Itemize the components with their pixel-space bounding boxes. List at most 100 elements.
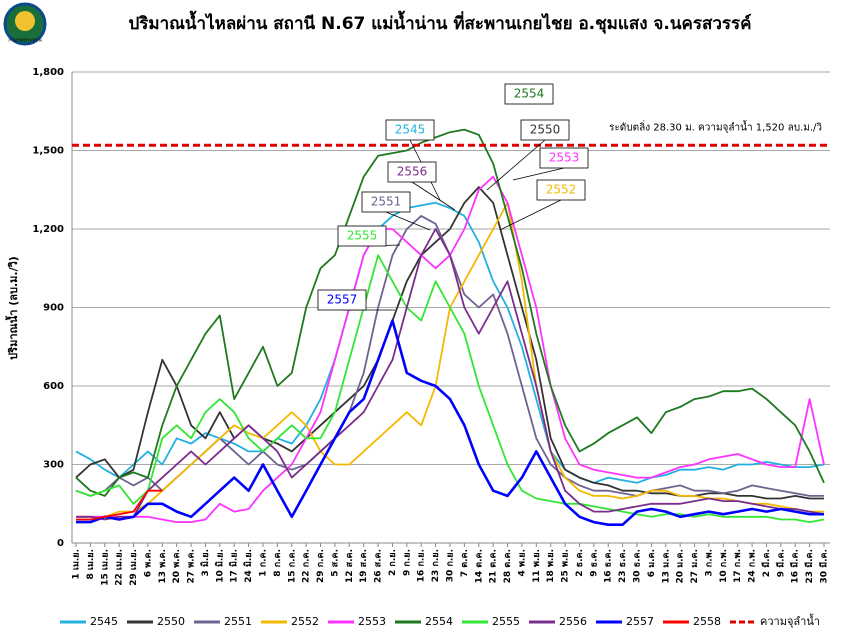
annotation-label: 2557 [327, 293, 358, 307]
x-tick-label: 22 เม.ย. [115, 549, 125, 586]
legend-label: 2551 [224, 615, 252, 628]
series-line [75, 254, 825, 523]
x-tick-label: 29 เม.ย. [129, 549, 139, 586]
x-tick-label: 25 พ.ย. [561, 549, 571, 583]
x-tick-label: 27 ม.ค. [690, 549, 700, 583]
x-tick-label: 16 มี.ค. [790, 549, 801, 583]
x-tick-label: 1 เม.ย. [72, 549, 82, 580]
annotation-label: 2553 [549, 151, 580, 165]
x-tick-label: 24 ก.พ. [748, 549, 758, 583]
x-tick-label: 19 ส.ค. [359, 549, 369, 583]
y-axis-label: ปริมาณน้ำ (ลบ.ม./วิ) [5, 256, 20, 360]
annotation-label: 2554 [514, 87, 545, 101]
logo-text: กรมชลประทาน [8, 38, 42, 44]
annotation-box [387, 161, 437, 183]
legend-label: 2545 [90, 615, 118, 628]
x-tick-label: 15 ก.ค. [287, 549, 297, 583]
x-tick-label: 6 พ.ค. [143, 549, 153, 577]
series-line [76, 319, 824, 526]
x-tick-label: 1 ก.ค. [259, 549, 269, 577]
annotation-box [536, 179, 586, 201]
annotation-label: 2550 [530, 123, 561, 137]
annotation-label: 2551 [371, 195, 402, 209]
logo: กรมชลประทาน [3, 2, 47, 46]
y-tick-label: 1,500 [32, 146, 64, 157]
legend-label: 2552 [291, 615, 319, 628]
annotation-label: 2556 [397, 165, 428, 179]
x-tick-label: 2 มี.ค. [761, 549, 772, 577]
y-tick-label: 900 [43, 303, 64, 314]
legend-label: 2557 [626, 615, 654, 628]
x-tick-label: 11 พ.ย. [532, 549, 542, 583]
x-tick-label: 10 ก.พ. [719, 549, 729, 583]
x-tick-label: 13 ม.ค. [661, 549, 671, 583]
annotation-box [317, 289, 367, 311]
series-line [76, 201, 824, 518]
x-tick-label: 29 ก.ค. [316, 549, 326, 583]
legend-label: 2556 [559, 615, 587, 628]
x-tick-label: 9 ก.ย. [402, 549, 412, 576]
x-tick-label: 13 พ.ค. [158, 549, 168, 583]
x-tick-label: 8 เม.ย. [86, 549, 96, 580]
annotation-label: 2545 [395, 123, 426, 137]
legend-label: 2558 [693, 615, 721, 628]
annotation-label: 2552 [546, 183, 577, 197]
annotation-leader [411, 181, 456, 211]
series-line [76, 489, 163, 521]
x-tick-label: 30 มี.ค. [819, 549, 830, 583]
x-tick-label: 28 ต.ค. [503, 549, 513, 583]
x-tick-label: 20 ม.ค. [676, 549, 686, 583]
annotation-label: 2555 [347, 229, 378, 243]
x-tick-label: 17 มิ.ย. [229, 549, 240, 583]
y-tick-label: 1,200 [32, 224, 64, 235]
x-tick-label: 6 ม.ค. [647, 549, 657, 577]
annotation-box [539, 147, 589, 169]
x-tick-label: 21 ต.ค. [489, 549, 499, 583]
legend-label: ความจุลำน้ำ [760, 613, 820, 628]
series-line [75, 186, 824, 500]
x-tick-label: 30 ก.ย. [446, 549, 456, 582]
chart-title: ปริมาณน้ำไหลผ่าน สถานี N.67 แม่น้ำน่าน ท… [128, 10, 751, 34]
legend-label: 2553 [358, 615, 386, 628]
x-tick-label: 30 ธ.ค. [633, 549, 643, 583]
x-tick-label: 2 ก.ย. [388, 549, 398, 576]
y-tick-label: 300 [43, 460, 64, 471]
legend-label: 2555 [492, 615, 520, 628]
x-tick-label: 22 ก.ค. [302, 549, 312, 583]
x-tick-label: 3 มิ.ย. [200, 549, 211, 576]
legend-label: 2550 [157, 615, 185, 628]
x-tick-label: 2 ธ.ค. [575, 549, 585, 577]
series-line [76, 228, 825, 521]
x-tick-label: 8 ก.ค. [273, 549, 283, 577]
series-line [75, 128, 825, 497]
annotation-box [504, 83, 554, 105]
x-tick-label: 12 ส.ค. [345, 549, 355, 583]
legend-label: 2554 [425, 615, 453, 628]
annotation-leader [385, 211, 431, 231]
x-tick-label: 3 ก.พ. [704, 549, 714, 577]
x-tick-label: 9 ธ.ค. [589, 549, 599, 577]
capacity-label: ระดับตลิ่ง 28.30 ม. ความจุลำน้ำ 1,520 ลบ… [609, 119, 822, 133]
x-tick-label: 27 พ.ค. [187, 549, 197, 583]
series-line [75, 201, 825, 484]
x-tick-label: 20 พ.ค. [172, 549, 182, 583]
x-tick-label: 26 ส.ค. [374, 549, 384, 583]
y-tick-label: 0 [57, 538, 64, 549]
annotation-leader [486, 139, 546, 191]
annotation-box [337, 225, 387, 247]
x-tick-label: 4 พ.ย. [517, 549, 527, 576]
x-tick-label: 9 มี.ค. [775, 549, 786, 577]
y-tick-label: 1,800 [32, 67, 64, 78]
x-tick-label: 16 ก.ย. [417, 549, 427, 582]
x-tick-label: 17 ก.พ. [733, 549, 743, 583]
x-tick-label: 23 มี.ค. [804, 549, 815, 583]
annotation-leader [512, 167, 565, 181]
x-tick-label: 23 ธ.ค. [618, 549, 628, 583]
x-tick-label: 16 ธ.ค. [604, 549, 614, 583]
annotation-leader [499, 199, 562, 231]
y-tick-label: 600 [43, 381, 64, 392]
x-tick-label: 10 มิ.ย. [214, 549, 225, 583]
x-tick-label: 15 เม.ย. [100, 549, 110, 586]
annotation-box [520, 119, 570, 141]
